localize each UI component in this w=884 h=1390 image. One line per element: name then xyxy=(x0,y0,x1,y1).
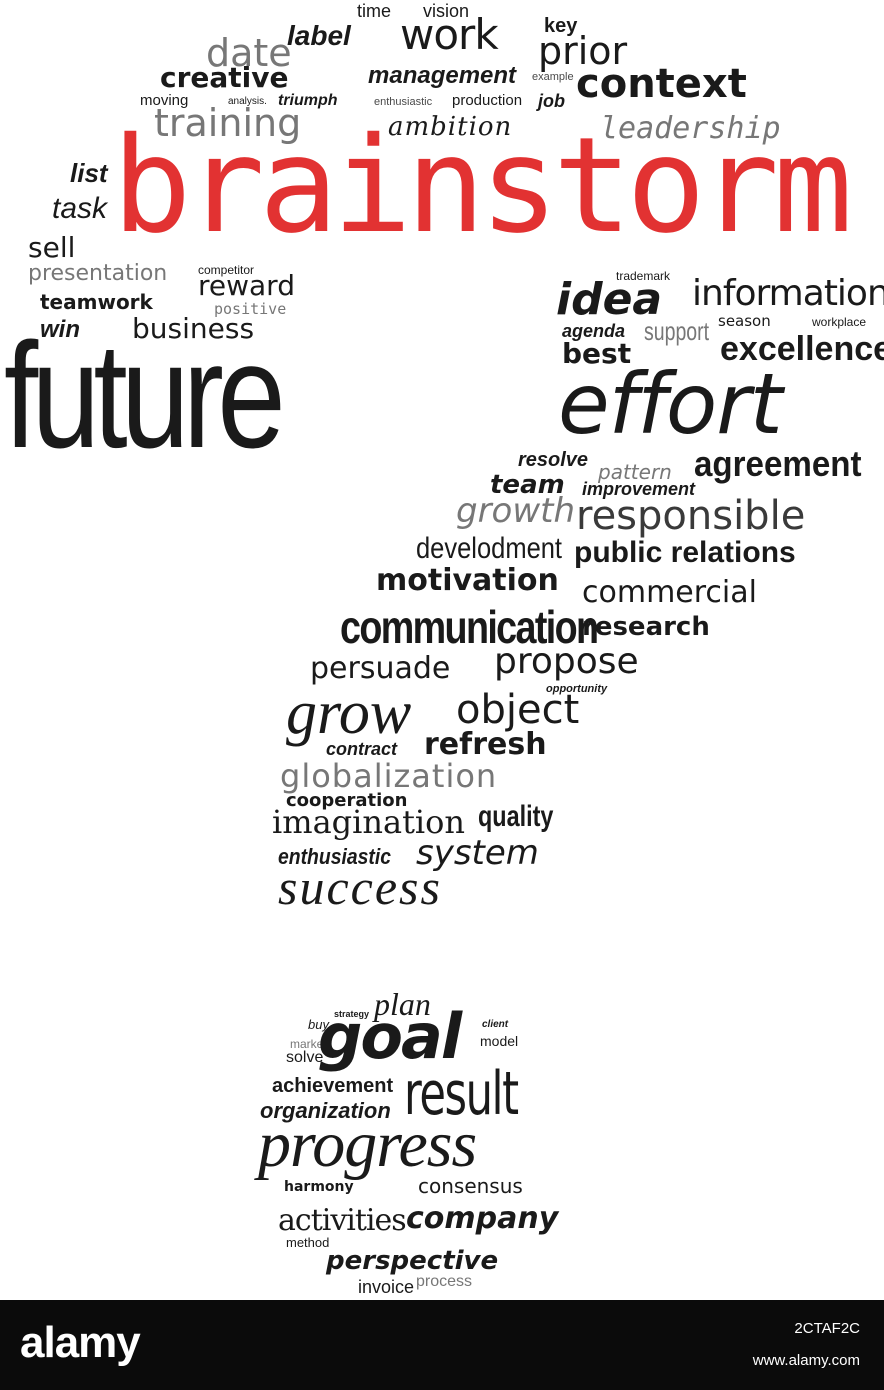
word-method: method xyxy=(286,1235,330,1250)
word-triumph: triumph xyxy=(278,92,338,109)
word-quality: quality xyxy=(478,800,554,833)
word-teamwork: teamwork xyxy=(40,290,153,314)
word-time: time xyxy=(357,1,392,21)
word-support: support xyxy=(644,316,710,346)
word-vision: vision xyxy=(423,1,470,21)
word-label: label xyxy=(287,20,351,51)
word-date: date xyxy=(206,31,292,75)
word-agreement: agreement xyxy=(694,443,862,484)
site-url: www.alamy.com xyxy=(752,1352,860,1369)
word-task: task xyxy=(52,192,108,225)
word-work: work xyxy=(400,10,499,59)
word-harmony: harmony xyxy=(284,1179,354,1195)
word-example: example xyxy=(532,71,574,83)
word-resolve: resolve xyxy=(518,449,589,471)
word-organization: organization xyxy=(260,1098,391,1123)
word-agenda: agenda xyxy=(562,321,626,341)
word-public-relations: public relations xyxy=(574,536,796,569)
word-process: process xyxy=(416,1273,473,1290)
word-management: management xyxy=(368,62,517,89)
word-imagination: imagination xyxy=(272,803,466,841)
word-refresh: refresh xyxy=(424,727,547,762)
word-globalization: globalization xyxy=(280,757,498,795)
word-workplace: workplace xyxy=(812,315,867,329)
word-leadership: leadership xyxy=(600,111,781,146)
word-training: training xyxy=(154,101,302,145)
word-competitor: competitor xyxy=(198,263,255,277)
word-brainstorm: brainstorm xyxy=(112,109,853,263)
word-system: system xyxy=(416,833,539,873)
word-sell: sell xyxy=(28,231,76,264)
word-grow: grow xyxy=(286,679,412,747)
word-best: best xyxy=(562,337,632,370)
word-opportunity: opportunity xyxy=(546,683,608,695)
word-activities: activities xyxy=(278,1203,407,1238)
word-object: object xyxy=(456,687,580,733)
word-future: future xyxy=(4,311,286,479)
alamy-logo: alamy xyxy=(20,1318,141,1367)
word-enthusiastic: enthusiastic xyxy=(374,96,433,108)
word-business: business xyxy=(132,312,255,345)
image-id: 2CTAF2C xyxy=(794,1320,860,1337)
word-plan: plan xyxy=(374,986,431,1022)
word-pattern: pattern xyxy=(598,460,672,484)
word-cloud-question-mark: time vision key label work date prior cr… xyxy=(4,1,884,1297)
word-production: production xyxy=(452,92,523,109)
word-job: job xyxy=(538,91,565,111)
word-enthusiastic: enthusiastic xyxy=(278,844,391,869)
word-effort: effort xyxy=(558,355,783,453)
word-idea: idea xyxy=(556,274,663,325)
word-solve: solve xyxy=(286,1049,324,1066)
word-company: company xyxy=(406,1201,559,1236)
word-perspective: perspective xyxy=(326,1246,499,1276)
word-result: result xyxy=(404,1059,519,1129)
word-reward: reward xyxy=(198,269,295,302)
word-information: information xyxy=(692,273,884,314)
word-goal: goal xyxy=(318,1000,462,1073)
word-research: research xyxy=(582,612,710,642)
word-prior: prior xyxy=(538,29,628,73)
word-invoice: invoice xyxy=(358,1277,415,1297)
word-ambition: ambition xyxy=(388,112,513,142)
word-responsible: responsible xyxy=(576,493,806,539)
word-propose: propose xyxy=(494,641,639,682)
word-context: context xyxy=(576,61,747,107)
word-season: season xyxy=(718,312,771,330)
word-strategy: strategy xyxy=(334,1009,370,1019)
word-consensus: consensus xyxy=(418,1174,523,1198)
word-success: success xyxy=(278,859,442,915)
word-presentation: presentation xyxy=(28,261,168,286)
word-excellence: excellence xyxy=(720,330,884,368)
watermark-footer: alamy 2CTAF2C www.alamy.com xyxy=(0,1300,884,1390)
word-moving: moving xyxy=(140,92,189,109)
word-analysis: analysis. xyxy=(228,96,267,107)
word-achievement: achievement xyxy=(272,1075,394,1097)
word-positive: positive xyxy=(214,300,287,318)
word-growth: growth xyxy=(456,491,576,531)
word-model: model xyxy=(480,1033,519,1049)
word-commercial: commercial xyxy=(582,575,757,610)
word-develodment: develodment xyxy=(416,532,563,565)
word-trademark: trademark xyxy=(616,269,671,283)
word-cooperation: cooperation xyxy=(286,790,408,811)
word-client: client xyxy=(482,1019,509,1030)
word-persuade: persuade xyxy=(310,651,451,686)
word-market: market xyxy=(290,1037,327,1051)
word-buy: buy xyxy=(308,1017,329,1032)
word-contract: contract xyxy=(326,739,398,759)
word-key: key xyxy=(544,15,578,37)
word-motivation: motivation xyxy=(376,563,559,598)
word-progress: progress xyxy=(258,1108,477,1181)
word-improvement: improvement xyxy=(582,479,696,499)
word-communication: communication xyxy=(340,601,599,653)
word-win: win xyxy=(40,316,80,343)
word-team: team xyxy=(490,470,565,500)
word-list: list xyxy=(70,158,108,188)
word-creative: creative xyxy=(160,61,289,94)
